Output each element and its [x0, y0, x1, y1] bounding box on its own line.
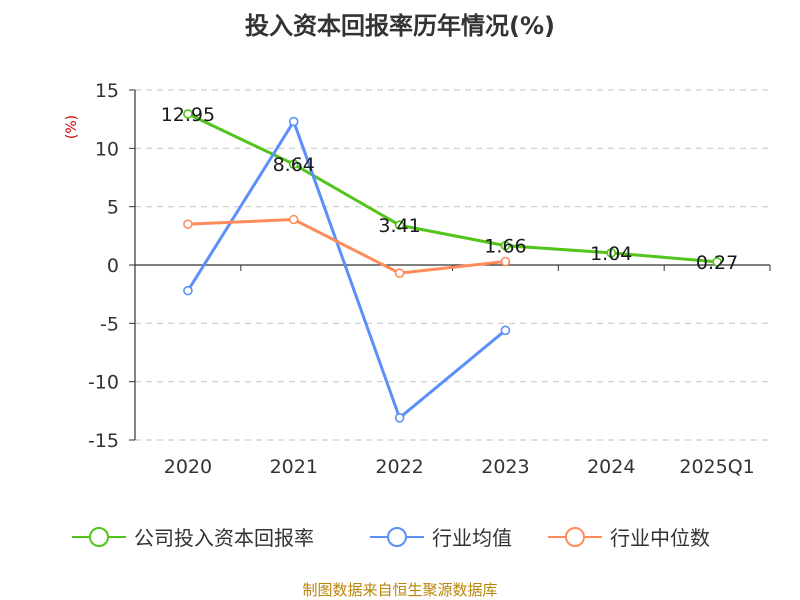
series-line-1	[186, 120, 507, 420]
legend-item: 行业中位数	[548, 526, 710, 550]
y-axis-label: (%)	[64, 115, 80, 139]
legend-marker	[565, 527, 585, 547]
y-tick-label: 5	[107, 197, 119, 219]
data-point	[288, 159, 299, 169]
data-label: 12.95	[161, 104, 215, 126]
data-point	[288, 116, 299, 127]
legend-label: 行业中位数	[610, 526, 710, 550]
series-line-2	[187, 218, 506, 275]
legend-item: 公司投入资本回报率	[72, 526, 314, 550]
x-tick-label: 2021	[270, 456, 318, 478]
data-label: 8.64	[273, 154, 315, 176]
data-point	[500, 240, 511, 251]
legend-label: 公司投入资本回报率	[134, 526, 314, 550]
data-point	[288, 214, 299, 225]
y-tick-label: 0	[107, 255, 119, 277]
data-point	[500, 256, 511, 267]
data-point	[394, 268, 405, 278]
legend: 公司投入资本回报率 行业均值 行业中位数	[72, 526, 710, 550]
data-point	[183, 219, 193, 229]
data-label: 3.41	[378, 215, 420, 237]
data-point	[606, 248, 617, 258]
data-point	[394, 413, 405, 423]
y-tick-label: -15	[88, 430, 119, 452]
series-line-0	[187, 112, 718, 264]
axes: 15 10 5 0 -5 -10 -15 2020 2021 2022 2023 2024 2025Q1	[88, 80, 771, 478]
x-tick-label: 2023	[481, 456, 529, 478]
x-tick-label: 2022	[375, 456, 423, 478]
x-tick-label: 2020	[164, 456, 212, 478]
legend-marker	[89, 527, 109, 547]
data-label: 1.66	[484, 236, 526, 258]
x-tick-label: 2024	[587, 456, 635, 478]
data-point	[394, 220, 405, 231]
data-point	[183, 109, 193, 119]
data-label: 1.04	[590, 243, 632, 265]
series-lines	[183, 109, 722, 423]
y-tick-label: -10	[88, 372, 119, 394]
gridlines	[135, 89, 770, 441]
legend-marker	[387, 527, 407, 547]
y-tick-label: -5	[100, 313, 119, 335]
data-point	[183, 285, 193, 296]
data-labels: 12.95 8.64 3.41 1.66 1.04 0.27	[161, 104, 739, 274]
y-tick-label: 10	[95, 138, 119, 160]
x-tick-label: 2025Q1	[679, 456, 754, 478]
legend-label: 行业均值	[432, 526, 512, 550]
y-tick-label: 15	[95, 80, 119, 102]
legend-item: 行业均值	[370, 526, 512, 550]
data-point	[712, 257, 722, 267]
data-label: 0.27	[696, 252, 738, 274]
data-point	[500, 325, 511, 336]
source-note: 制图数据来自恒生聚源数据库	[302, 581, 497, 599]
chart-title: 投入资本回报率历年情况(%)	[245, 12, 555, 40]
